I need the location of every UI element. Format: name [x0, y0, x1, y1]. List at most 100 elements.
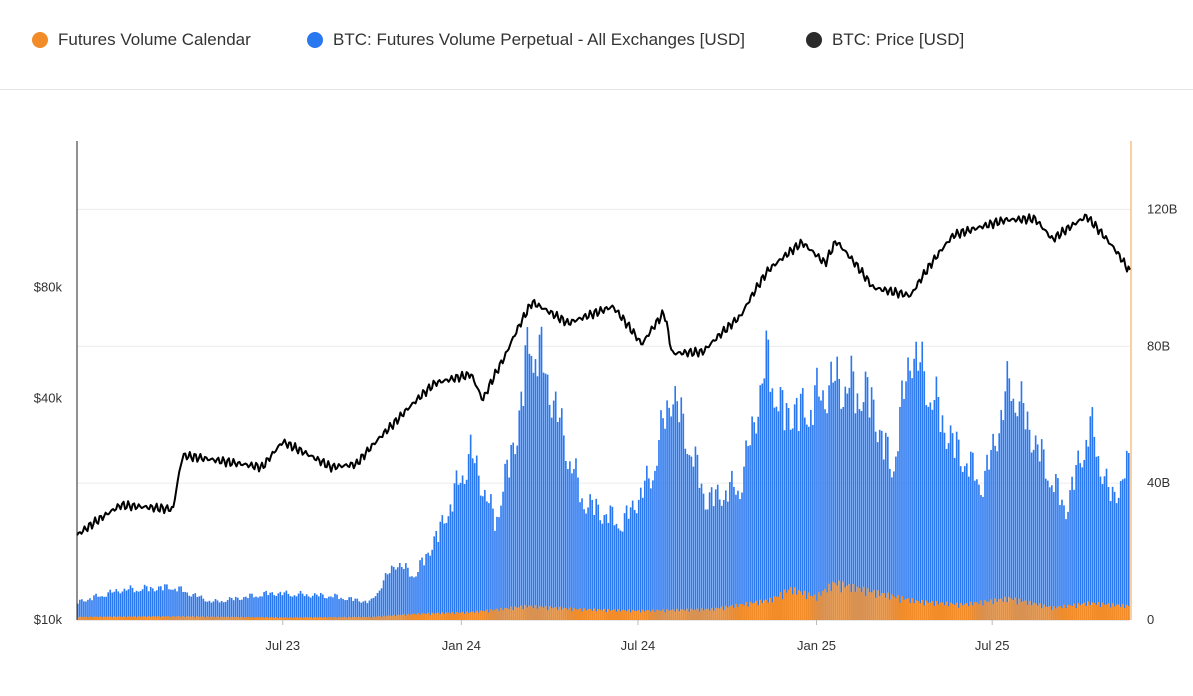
calendar-volume-bar	[1022, 601, 1025, 620]
perpetual-volume-bar	[419, 560, 421, 620]
calendar-volume-bar	[121, 617, 124, 620]
perpetual-volume-bar	[785, 403, 788, 620]
perpetual-volume-bar	[224, 601, 227, 620]
calendar-volume-bar	[963, 604, 966, 620]
perpetual-volume-bar	[795, 397, 798, 620]
calendar-volume-bar	[826, 592, 829, 620]
calendar-volume-bar	[334, 616, 336, 620]
perpetual-volume-bar	[164, 584, 166, 620]
perpetual-volume-bar	[243, 597, 245, 620]
perpetual-volume-bar	[899, 406, 901, 620]
calendar-volume-bar	[283, 617, 286, 620]
calendar-volume-bar	[777, 596, 780, 620]
calendar-volume-bar	[271, 617, 274, 620]
calendar-volume-bar	[846, 585, 849, 620]
calendar-volume-bar	[1109, 607, 1112, 620]
legend-item-futures-calendar[interactable]: Futures Volume Calendar	[32, 28, 251, 52]
x-axis-ticks: Jul 23 Jan 24 Jul 24 Jan 25 Jul 25	[265, 620, 1010, 653]
calendar-volume-bar	[166, 616, 168, 620]
calendar-volume-bar	[990, 599, 993, 620]
calendar-volume-bar	[243, 617, 245, 620]
calendar-volume-bar	[731, 605, 733, 620]
perpetual-volume-bar	[293, 595, 296, 620]
calendar-volume-bar	[423, 613, 426, 620]
calendar-volume-bar	[834, 582, 837, 620]
perpetual-volume-bar	[174, 588, 176, 620]
legend-item-btc-price[interactable]: BTC: Price [USD]	[806, 28, 964, 52]
perpetual-volume-bar	[1099, 476, 1102, 620]
perpetual-volume-bar	[1063, 505, 1065, 620]
calendar-volume-bar	[775, 596, 778, 620]
perpetual-volume-bar	[1032, 449, 1035, 620]
perpetual-volume-bar	[976, 479, 978, 620]
perpetual-volume-bar	[253, 597, 255, 620]
perpetual-volume-bar	[1026, 411, 1029, 620]
perpetual-volume-bar	[783, 430, 786, 620]
calendar-volume-bar	[1044, 606, 1047, 620]
perpetual-volume-bar	[1125, 450, 1128, 620]
perpetual-volume-bar	[459, 482, 462, 620]
perpetual-volume-bar	[162, 590, 164, 620]
calendar-volume-bar	[194, 617, 197, 620]
perpetual-volume-bar	[1095, 456, 1098, 620]
perpetual-volume-bar	[206, 601, 209, 620]
perpetual-volume-bar	[747, 446, 749, 620]
perpetual-volume-bar	[198, 596, 201, 620]
calendar-volume-bar	[791, 594, 794, 620]
calendar-volume-bar	[99, 616, 102, 620]
perpetual-volume-bar	[182, 591, 184, 620]
calendar-volume-bar	[91, 617, 93, 620]
calendar-volume-bar	[714, 607, 717, 620]
perpetual-volume-bar	[1113, 491, 1116, 620]
perpetual-volume-bar	[1117, 497, 1120, 620]
perpetual-volume-bar	[846, 393, 849, 620]
calendar-volume-bar	[980, 600, 982, 620]
calendar-volume-bar	[921, 599, 924, 620]
perpetual-volume-bar	[605, 514, 608, 620]
perpetual-volume-bar	[342, 599, 344, 620]
calendar-volume-bar	[1117, 604, 1120, 620]
calendar-volume-bar	[935, 600, 938, 620]
calendar-volume-bar	[388, 615, 391, 620]
calendar-volume-bar	[445, 612, 448, 620]
calendar-volume-bar	[1111, 603, 1114, 620]
perpetual-volume-bar	[895, 456, 897, 620]
perpetual-volume-bar	[826, 413, 828, 620]
perpetual-volume-bar	[141, 589, 144, 620]
calendar-volume-bar	[870, 592, 873, 620]
calendar-volume-bar	[317, 617, 320, 620]
calendar-volume-bar	[575, 609, 577, 620]
right-tick-label: 0	[1147, 612, 1154, 627]
calendar-volume-bar	[733, 607, 735, 620]
calendar-volume-bar	[789, 587, 792, 620]
perpetual-volume-bar	[593, 514, 596, 620]
perpetual-volume-bar	[360, 602, 363, 620]
perpetual-volume-bar	[1014, 412, 1017, 620]
calendar-volume-bar	[431, 612, 434, 620]
calendar-volume-bar	[678, 611, 681, 620]
perpetual-volume-bar	[880, 430, 883, 620]
perpetual-volume-bar	[676, 401, 679, 620]
calendar-volume-bar	[131, 616, 134, 620]
calendar-volume-bar	[477, 612, 480, 620]
perpetual-volume-bar	[658, 439, 660, 620]
perpetual-volume-bar	[226, 600, 229, 620]
calendar-volume-bar	[518, 607, 521, 620]
calendar-volume-bar	[666, 609, 669, 620]
calendar-volume-bar	[178, 616, 181, 620]
perpetual-volume-bar	[660, 410, 662, 620]
perpetual-volume-bar	[382, 580, 385, 620]
calendar-volume-bar	[978, 603, 980, 620]
calendar-volume-bar	[854, 591, 857, 620]
calendar-volume-bar	[251, 616, 253, 620]
calendar-volume-bar	[313, 617, 316, 620]
perpetual-volume-bar	[1123, 478, 1126, 620]
perpetual-volume-bar	[370, 598, 373, 620]
calendar-volume-bar	[686, 608, 689, 620]
calendar-volume-bar	[976, 602, 978, 620]
perpetual-volume-bar	[368, 600, 371, 620]
calendar-volume-bar	[933, 605, 936, 620]
calendar-volume-bar	[674, 611, 677, 620]
perpetual-volume-bar	[267, 595, 269, 620]
legend-item-perpetual-volume[interactable]: BTC: Futures Volume Perpetual - All Exch…	[307, 28, 745, 52]
